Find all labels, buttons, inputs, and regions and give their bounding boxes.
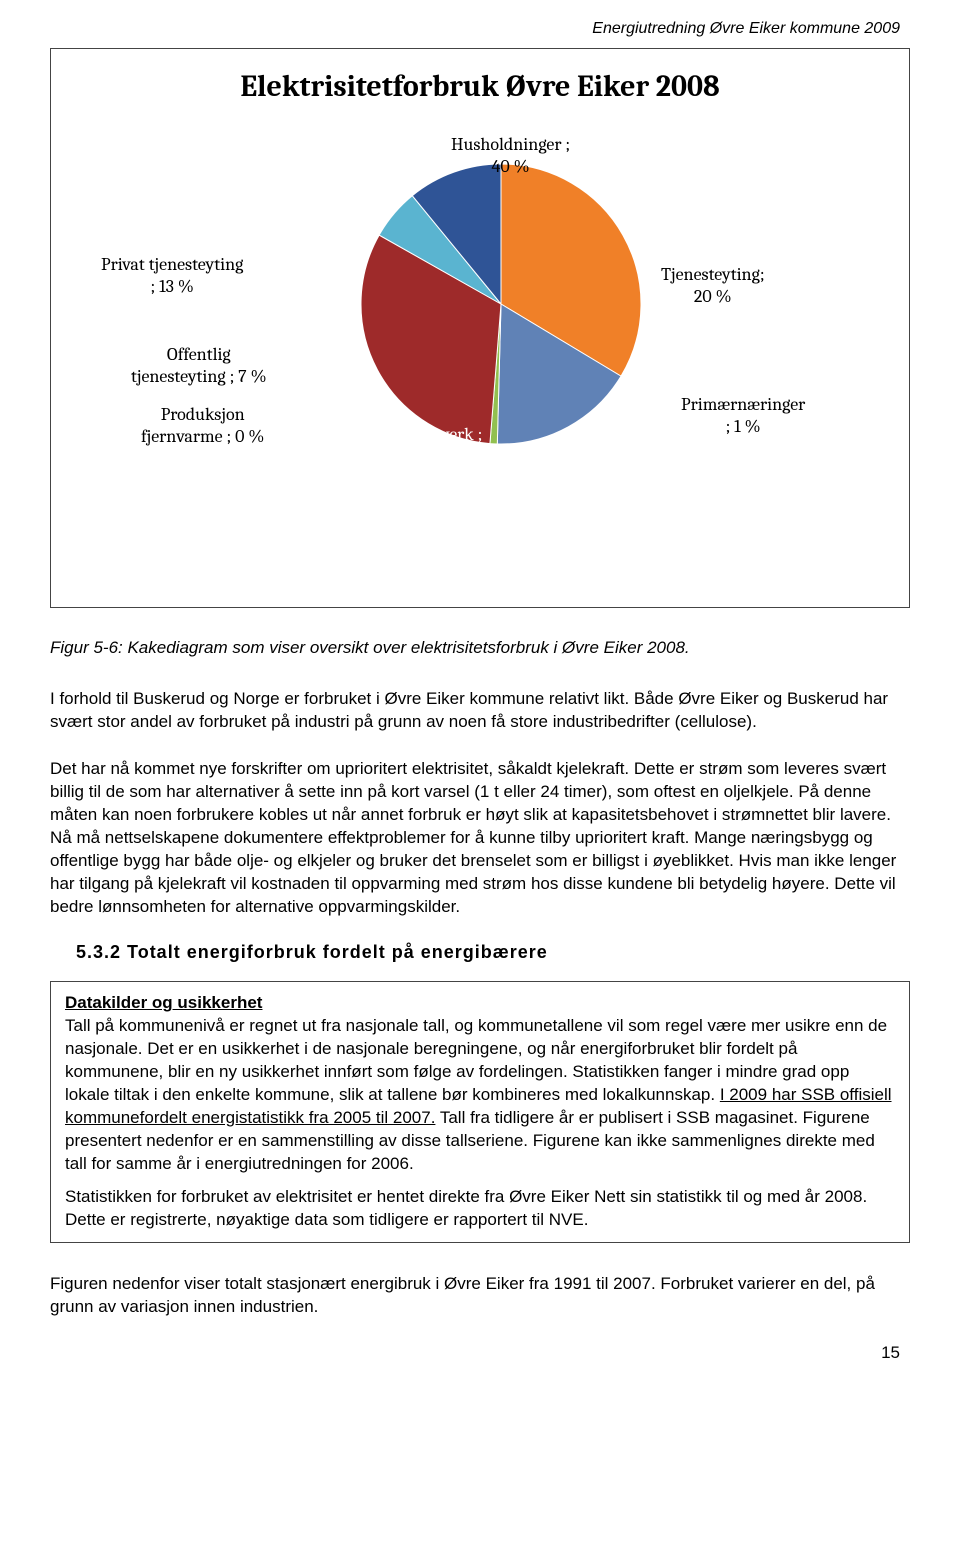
info-box-datakilder: Datakilder og usikkerhet Tall på kommune… [50,981,910,1242]
pie-slice-label: Primærnæringer; 1 % [681,394,805,437]
pie-slice-label: Produksjonfjernvarme ; 0 % [141,404,264,447]
info-box-p2: Statistikken for forbruket av elektrisit… [65,1186,895,1232]
closing-paragraph: Figuren nedenfor viser totalt stasjonært… [50,1273,910,1319]
body-paragraph-1: I forhold til Buskerud og Norge er forbr… [50,688,910,734]
pie-slice-label: Industri, bergverk ;38 % [341,424,482,467]
pie-chart-box: Elektrisitetforbruk Øvre Eiker 2008 Hush… [50,48,910,608]
figure-caption: Figur 5-6: Kakediagram som viser oversik… [50,638,910,658]
body-paragraph-2: Det har nå kommet nye forskrifter om upr… [50,758,910,919]
chart-area: Husholdninger ;40 % Tjenesteyting;20 % Pri… [81,134,879,554]
page-number: 15 [50,1343,910,1363]
pie-chart [361,164,641,444]
pie-slice-label: Husholdninger ;40 % [451,134,570,177]
pie-slice-label: Privat tjenesteyting; 13 % [101,254,243,297]
pie-slice-label: Tjenesteyting;20 % [661,264,765,307]
pie-slice-label: Offentligtjenesteyting ; 7 % [131,344,267,387]
chart-title: Elektrisitetforbruk Øvre Eiker 2008 [81,69,879,104]
document-header: Energiutredning Øvre Eiker kommune 2009 [50,20,910,38]
section-heading-5-3-2: 5.3.2 Totalt energiforbruk fordelt på en… [76,942,910,963]
info-box-title: Datakilder og usikkerhet [65,993,262,1012]
